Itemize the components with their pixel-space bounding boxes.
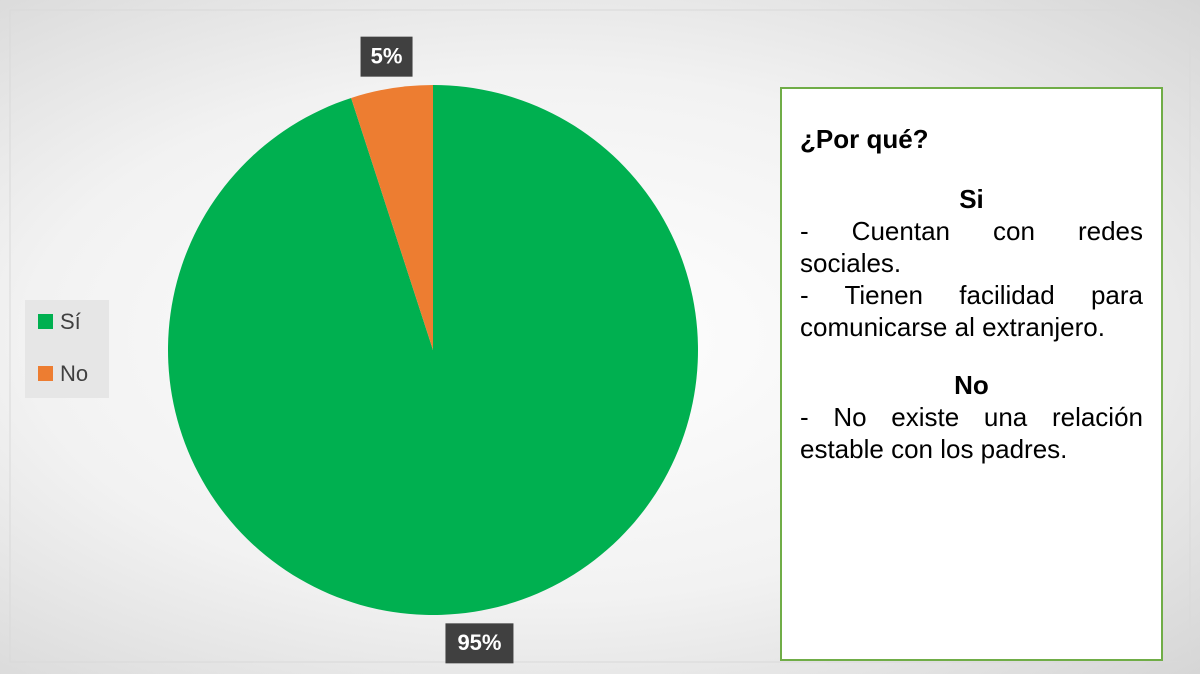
section-heading: Si xyxy=(959,184,984,214)
text-box: ¿Por qué? Si - Cuentan con redes sociales… xyxy=(780,87,1163,661)
legend-swatch xyxy=(38,366,53,381)
legend-label: Sí xyxy=(60,309,81,334)
data-label-box xyxy=(445,623,514,664)
section-item: - No existe una relación estable con los… xyxy=(800,402,1143,464)
text-section: Si - Cuentan con redes sociales. - Tienen … xyxy=(800,183,1143,343)
text-section: No - No existe una relación estable con l… xyxy=(800,369,1143,465)
legend-label: No xyxy=(60,361,88,386)
text-box-title: ¿Por qué? xyxy=(800,124,929,154)
legend-swatch xyxy=(38,314,53,329)
section-item: - Tienen facilidad para comunicarse al e… xyxy=(800,280,1143,342)
pie-slice xyxy=(167,85,699,616)
data-label: 95% xyxy=(457,630,501,655)
chart-border xyxy=(9,9,1191,663)
data-label: 5% xyxy=(371,43,403,68)
data-label-box xyxy=(360,36,413,77)
section-heading: No xyxy=(954,370,989,400)
section-item: - Cuentan con redes sociales. xyxy=(800,216,1143,278)
pie-slice xyxy=(351,85,433,350)
